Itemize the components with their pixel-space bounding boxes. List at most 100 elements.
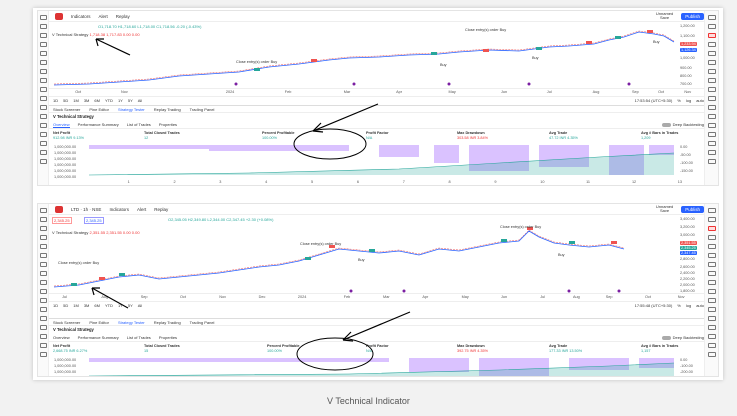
top-toolbar: Indicators Alert Replay Unnamed Save Publ… (49, 11, 704, 22)
tf-5y[interactable]: 5Y (127, 98, 133, 103)
tf-all[interactable]: All (137, 98, 143, 103)
clock[interactable]: 17:53:54 (UTC+5:30) (634, 98, 673, 103)
tf-1m[interactable]: 1M (73, 98, 79, 103)
tf-ytd[interactable]: YTD (104, 303, 113, 308)
alert-button[interactable]: Alert (136, 206, 147, 212)
price-chart[interactable] (49, 22, 677, 88)
chart-annotation: Close entry(s) order Buy (300, 242, 342, 246)
scale-percent[interactable]: % (677, 303, 681, 308)
equity-chart[interactable] (49, 145, 706, 181)
subtab-list-of-trades[interactable]: List of Trades (126, 122, 151, 127)
alert-button[interactable]: Alert (98, 13, 108, 19)
scale-percent[interactable]: % (677, 98, 681, 103)
tab-trading-panel[interactable]: Trading Panel (189, 106, 215, 112)
strategy-subtabs: Overview Performance Summary List of Tra… (49, 334, 704, 342)
strategy-name[interactable]: V Technical Strategy (53, 327, 94, 332)
replay-button[interactable]: Replay (154, 206, 169, 212)
indicator-legend[interactable]: V Technical Strategy 2,351.55 2,351.55 0… (52, 230, 140, 235)
tf-5d[interactable]: 5D (63, 303, 69, 308)
right-toolbar[interactable] (704, 204, 718, 376)
tf-1m[interactable]: 1M (73, 303, 79, 308)
drawing-toolbar[interactable] (38, 204, 49, 376)
tab-strategy-tester[interactable]: Strategy Tester (117, 319, 145, 325)
publish-button[interactable]: Publish (681, 12, 704, 20)
price-axis[interactable]: 1,200.00 1,100.00 1,233.94 1,126.34 1,00… (680, 24, 697, 86)
price-axis[interactable]: 3,400.00 3,200.00 3,000.00 2,351.55 2,34… (680, 217, 697, 293)
indicator-label: V Technical Strategy (52, 230, 89, 235)
tab-replay-trading[interactable]: Replay Trading (153, 319, 181, 325)
right-toolbar[interactable] (704, 11, 718, 185)
tab-pine-editor[interactable]: Pine Editor (89, 106, 109, 112)
subtab-list-of-trades[interactable]: List of Trades (126, 335, 151, 340)
equity-axis-left: 1,000,000.00 1,000,000.00 1,000,000.00 (54, 358, 77, 374)
stat-net-profit: Net Profit 2,668.75 INR 6.27% (53, 344, 88, 353)
scale-auto[interactable]: auto (696, 303, 704, 308)
tab-stock-screener[interactable]: Stock Screener (53, 319, 81, 325)
timeframe-bar: 1D 5D 1M 3M 6M YTD 1Y 5Y All 17:55:48 (UTC+5:30)… (49, 301, 704, 309)
chart-annotation: Buy (358, 258, 365, 262)
symbol-logo-icon[interactable] (55, 12, 63, 20)
tf-3m[interactable]: 3M (83, 303, 90, 308)
tab-pine-editor[interactable]: Pine Editor (89, 319, 109, 325)
clock[interactable]: 17:55:48 (UTC+5:30) (634, 303, 673, 308)
chart-annotation: Close entry(s) order Buy (58, 261, 100, 265)
tab-strategy-tester[interactable]: Strategy Tester (117, 106, 145, 112)
tf-6m[interactable]: 6M (94, 303, 100, 308)
scale-log[interactable]: log (685, 303, 692, 308)
symbol-logo-icon[interactable] (55, 205, 63, 213)
deep-backtesting-toggle[interactable]: Deep Backtesting (661, 335, 704, 340)
tf-1y[interactable]: 1Y (117, 303, 123, 308)
tab-replay-trading[interactable]: Replay Trading (153, 106, 181, 112)
price-chart[interactable] (49, 215, 677, 293)
tf-3m[interactable]: 3M (83, 98, 90, 103)
subtab-performance-summary[interactable]: Performance Summary (77, 122, 119, 127)
price-box-sell[interactable]: 2,345.25 (52, 217, 72, 224)
indicators-button[interactable]: Indicators (71, 13, 91, 19)
bottom-tabs: Stock Screener Pine Editor Strategy Test… (49, 105, 704, 113)
layout-name[interactable]: Unnamed (655, 10, 674, 16)
tab-trading-panel[interactable]: Trading Panel (189, 319, 215, 325)
equity-chart[interactable] (49, 358, 706, 377)
stats-row: Net Profit 2,668.75 INR 6.27% Total Close… (49, 344, 704, 358)
strategy-subtabs: Overview Performance Summary List of Tra… (49, 121, 704, 129)
subtab-performance-summary[interactable]: Performance Summary (77, 335, 119, 340)
indicators-button[interactable]: Indicators (109, 206, 129, 212)
tf-ytd[interactable]: YTD (104, 98, 113, 103)
price-tag: 2,347.45 (680, 251, 697, 255)
symbol-name[interactable]: LTD · 1h · NSE (71, 206, 102, 212)
time-axis[interactable]: Oct Nov 2024 Feb Mar Apr May Jun Jul Aug Sep Oct Nov (49, 88, 704, 96)
hand-drawn-annotations (95, 38, 379, 160)
replay-button[interactable]: Replay (115, 13, 130, 19)
subtab-overview[interactable]: Overview (53, 335, 70, 340)
stat-percent-profitable: Percent Profitable 100.00% (262, 131, 295, 140)
publish-button[interactable]: Publish (681, 205, 704, 213)
subtab-properties[interactable]: Properties (158, 335, 178, 340)
indicator-legend[interactable]: V Technical Strategy 1,718.38 1,717.83 0… (52, 32, 140, 37)
tf-5y[interactable]: 5Y (127, 303, 133, 308)
strategy-name[interactable]: V Technical Strategy (53, 114, 94, 119)
chart-annotation: Buy (532, 56, 539, 60)
tf-1d[interactable]: 1D (53, 98, 59, 103)
price-tag: 2,351.55 (680, 241, 697, 245)
stat-avg-trade: Avg Trade 177.33 INR 13.50% (549, 344, 583, 353)
deep-backtesting-toggle[interactable]: Deep Backtesting (661, 122, 704, 127)
chart-annotation: Close entry(s) order Buy (236, 60, 278, 64)
subtab-overview[interactable]: Overview (53, 121, 70, 128)
tf-all[interactable]: All (137, 303, 143, 308)
price-tag: 2,345.25 (680, 246, 697, 250)
tf-5d[interactable]: 5D (63, 98, 69, 103)
subtab-properties[interactable]: Properties (158, 122, 178, 127)
tf-1y[interactable]: 1Y (117, 98, 123, 103)
chart-annotation: Buy (653, 40, 660, 44)
scale-log[interactable]: log (685, 98, 692, 103)
time-axis[interactable]: Jul Aug Sep Oct Nov Dec 2024 Feb Mar Apr May Jun Jul… (49, 293, 704, 301)
price-box-buy[interactable]: 2,345.25 (84, 217, 104, 224)
chart-annotation: Buy (558, 253, 565, 257)
scale-auto[interactable]: auto (696, 98, 704, 103)
tf-1d[interactable]: 1D (53, 303, 59, 308)
layout-name[interactable]: Unnamed (655, 203, 674, 209)
equity-trade-axis: 1 2 3 4 5 6 7 8 9 10 11 12 13 (127, 180, 683, 184)
tf-6m[interactable]: 6M (94, 98, 100, 103)
drawing-toolbar[interactable] (38, 11, 49, 185)
tab-stock-screener[interactable]: Stock Screener (53, 106, 81, 112)
